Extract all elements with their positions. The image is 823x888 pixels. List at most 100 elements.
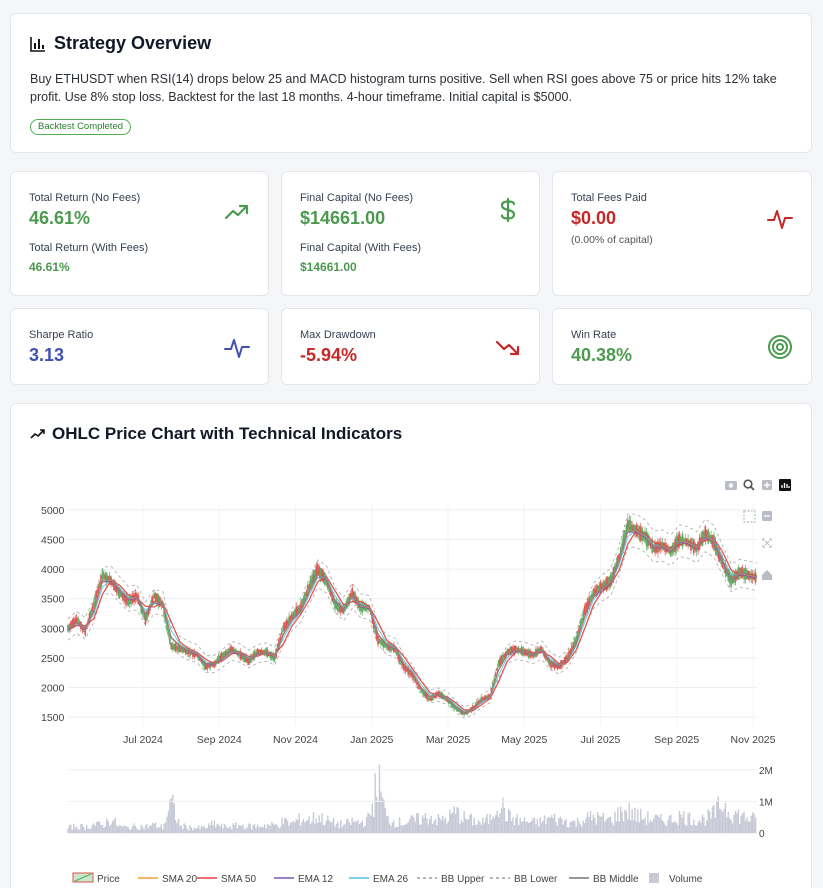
- dollar-icon: [500, 197, 516, 223]
- candle-body: [496, 667, 499, 671]
- autoscale-icon[interactable]: [762, 538, 772, 548]
- volume-bar: [328, 820, 330, 833]
- volume-bar: [467, 819, 470, 833]
- volume-bar: [252, 824, 254, 833]
- volume-bar: [650, 819, 652, 833]
- legend-item-bb-lower[interactable]: BB Lower: [490, 874, 558, 884]
- candle-body: [437, 691, 440, 696]
- candle-body: [632, 524, 635, 533]
- candle-body: [312, 573, 315, 583]
- legend-item-volume[interactable]: Volume: [649, 873, 703, 884]
- volume-bar: [566, 826, 569, 833]
- volume-bar: [493, 818, 496, 833]
- x-tick-label: Jul 2024: [123, 734, 163, 746]
- volume-bar: [259, 827, 262, 833]
- candle-body: [184, 647, 187, 655]
- volume-bar: [342, 824, 345, 833]
- candle-body: [95, 590, 98, 599]
- volume-bar: [619, 806, 622, 833]
- volume-bar: [225, 825, 227, 833]
- legend-item-ema-12[interactable]: EMA 12: [274, 874, 333, 884]
- volume-bar: [714, 817, 717, 833]
- legend-item-bb-upper[interactable]: BB Upper: [417, 874, 485, 884]
- candle-body: [77, 618, 79, 625]
- volume-bar: [308, 816, 310, 833]
- candle-body: [494, 672, 497, 677]
- camera-icon[interactable]: [725, 481, 737, 490]
- volume-bar: [246, 827, 249, 833]
- volume-bar: [674, 821, 676, 833]
- volume-bar: [321, 813, 323, 833]
- candle-body: [499, 657, 501, 666]
- box-select-icon[interactable]: [743, 510, 756, 523]
- volume-bar: [186, 828, 188, 833]
- candle-body: [553, 661, 556, 670]
- legend-item-price[interactable]: Price: [72, 872, 120, 884]
- volume-bar: [635, 821, 638, 833]
- volume-bar: [318, 815, 320, 833]
- volume-bar: [393, 820, 395, 833]
- zoom-out-icon[interactable]: [762, 511, 772, 521]
- volume-axis-ticks: 2M 1M 0: [68, 766, 773, 840]
- candle-body: [618, 554, 621, 561]
- volume-bar: [456, 806, 458, 833]
- candle-body: [678, 533, 681, 546]
- price-chart[interactable]: 5000 4500 4000 3500 3000 2500 2000 1500 Jul 202…: [11, 404, 811, 884]
- candle-body: [602, 582, 605, 590]
- candle-body: [374, 625, 377, 633]
- volume-bar: [364, 825, 366, 833]
- volume-bar: [621, 811, 623, 833]
- volume-bar: [410, 815, 412, 833]
- volume-bar: [729, 818, 731, 833]
- volume-bar: [338, 828, 340, 833]
- candle-body: [84, 627, 87, 635]
- plotly-logo-icon[interactable]: [779, 479, 791, 491]
- legend-item-sma-20[interactable]: SMA 20: [138, 874, 197, 884]
- candle-body: [453, 704, 456, 709]
- candle-body: [428, 698, 431, 701]
- candle-body: [82, 626, 85, 632]
- legend-item-bb-middle[interactable]: BB Middle: [569, 874, 639, 884]
- pulse-icon: [767, 210, 793, 229]
- candle-body: [731, 575, 734, 584]
- zoom-icon[interactable]: [743, 479, 755, 491]
- candle-body: [502, 654, 504, 662]
- candle-body: [625, 524, 628, 536]
- candle-body: [566, 655, 569, 661]
- candle-body: [447, 698, 450, 704]
- sharpe-label: Sharpe Ratio: [29, 329, 94, 341]
- y-tick-label: 3000: [41, 623, 65, 635]
- candle-body: [513, 645, 516, 654]
- volume-bar: [737, 809, 740, 833]
- final-capital-fees-value: $14661.00: [300, 260, 357, 274]
- volume-bar: [595, 824, 597, 833]
- candle-body: [292, 612, 295, 618]
- legend-item-sma-50[interactable]: SMA 50: [197, 874, 256, 884]
- volume-bar: [223, 824, 226, 833]
- volume-bar: [477, 820, 480, 833]
- volume-bar: [361, 820, 363, 833]
- volume-bar: [189, 824, 191, 833]
- candle-body: [123, 593, 125, 601]
- zoom-in-icon[interactable]: [762, 480, 772, 490]
- volume-bar: [681, 817, 684, 833]
- candle-body: [229, 646, 232, 654]
- volume-bar: [87, 828, 89, 833]
- volume-bar: [271, 822, 273, 833]
- volume-bar: [607, 817, 609, 833]
- volume-bar: [538, 826, 540, 833]
- home-icon[interactable]: [762, 570, 772, 580]
- volume-bar: [430, 816, 432, 833]
- volume-bar: [697, 822, 699, 833]
- legend-item-ema-26[interactable]: EMA 26: [349, 874, 408, 884]
- candle-body: [598, 585, 601, 593]
- volume-bar: [157, 827, 160, 833]
- volume-bar: [74, 827, 76, 833]
- final-capital-fees-label: Final Capital (With Fees): [300, 242, 422, 254]
- candle-body: [177, 644, 180, 653]
- volume-bar: [526, 821, 529, 833]
- volume-bar: [301, 821, 303, 833]
- volume-bar: [490, 820, 493, 833]
- chart-legend[interactable]: Price SMA 20 SMA 50 EMA 12 EMA 26 BB Upper BB …: [72, 872, 703, 884]
- volume-bar: [355, 821, 358, 833]
